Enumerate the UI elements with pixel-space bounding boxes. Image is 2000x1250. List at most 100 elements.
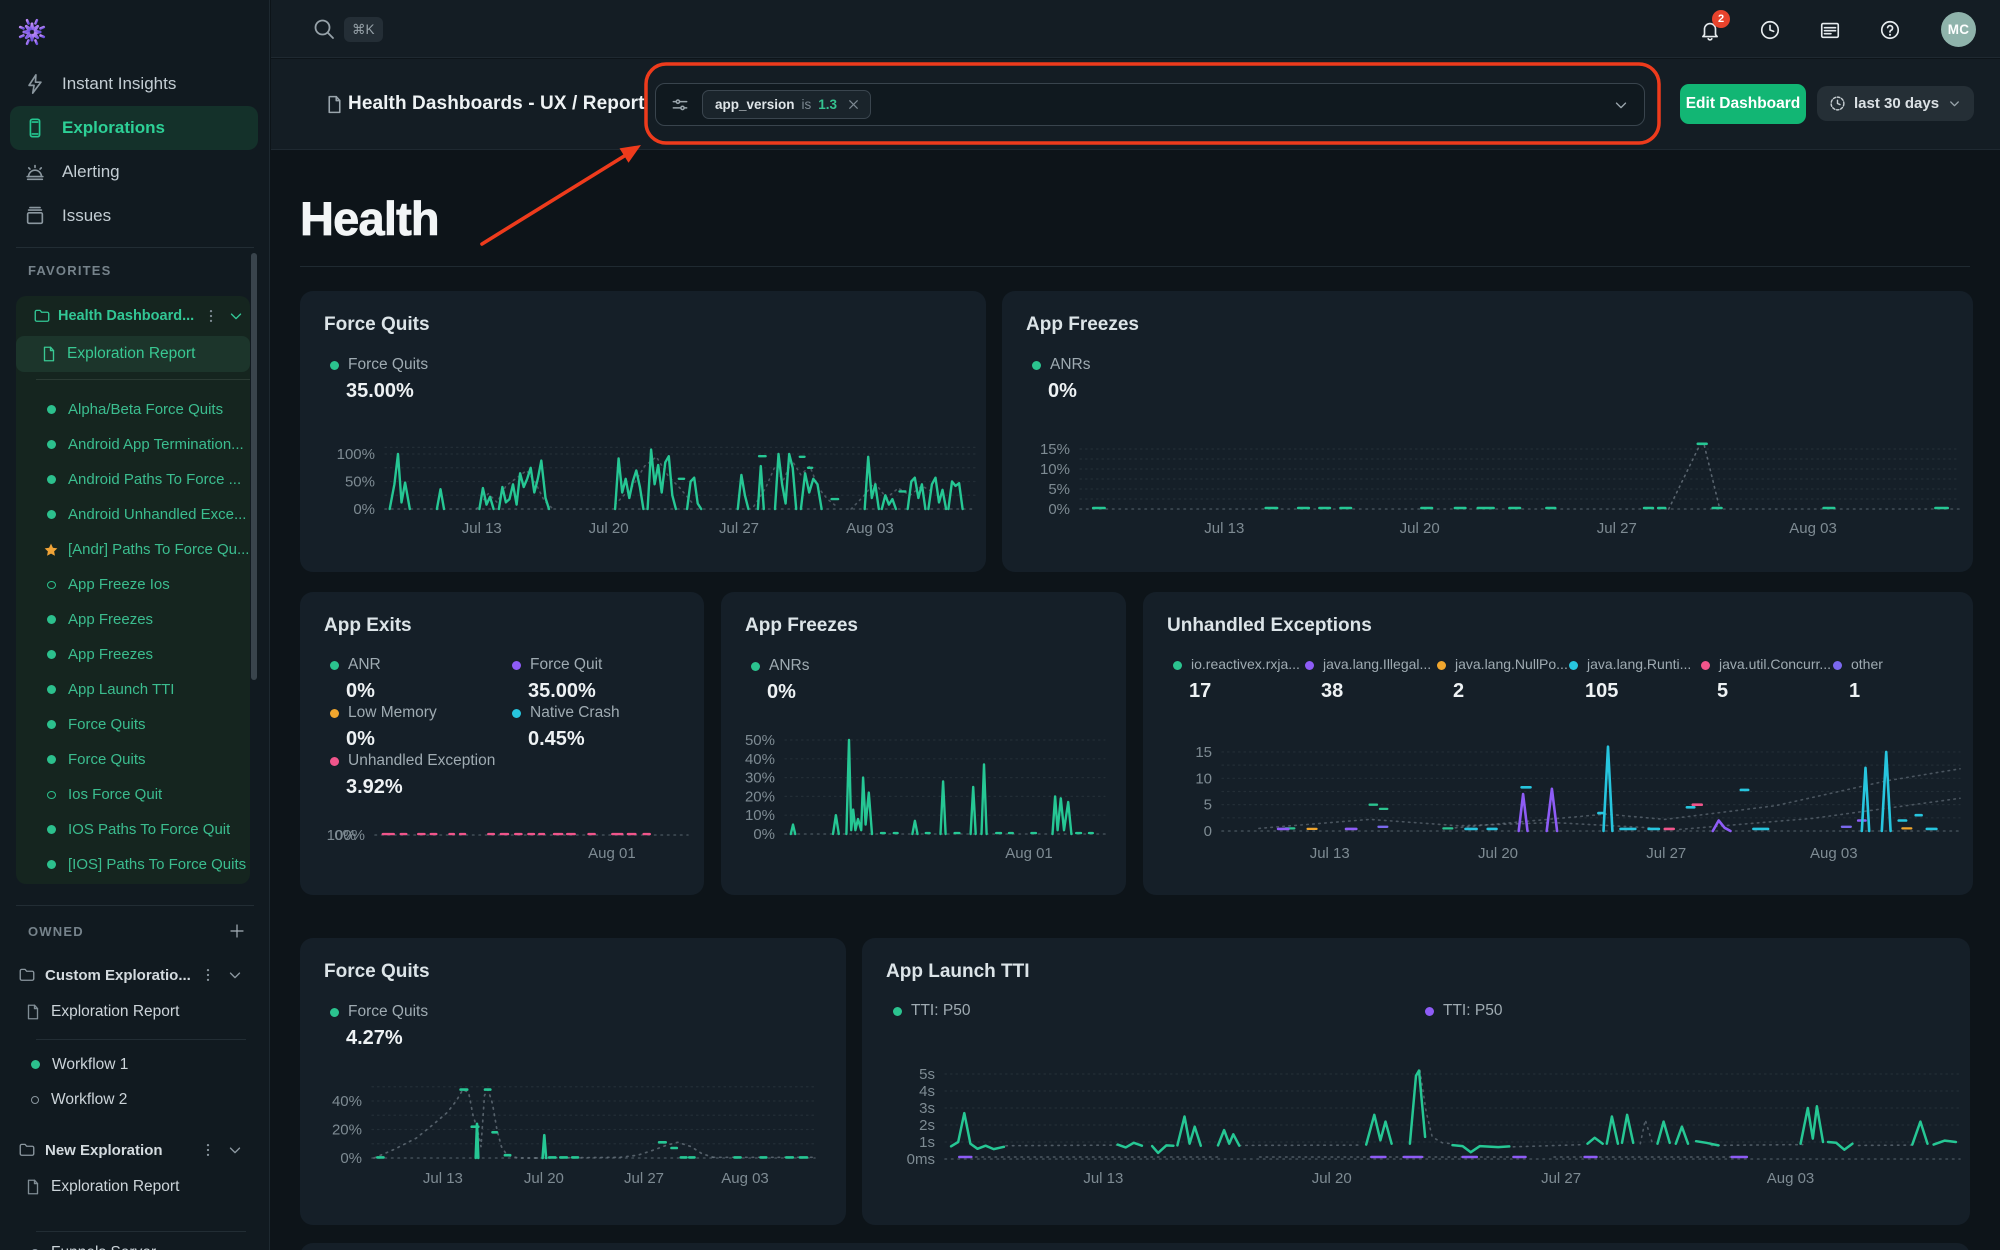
svg-text:10%: 10%: [745, 807, 775, 824]
card-app-exits[interactable]: App Exits ANR 0% Force Quit 35.00% Low Memory…: [300, 592, 704, 895]
svg-text:Jul 20: Jul 20: [589, 520, 629, 537]
ring-marker-icon: [47, 790, 56, 799]
add-folder-icon[interactable]: [228, 922, 246, 940]
svg-text:Jul 27: Jul 27: [1597, 520, 1637, 537]
dot-marker-icon: [47, 825, 56, 834]
legend-value: 35.00%: [528, 680, 596, 702]
favorites-item[interactable]: Ios Force Quit: [16, 777, 250, 812]
favorites-folder-row[interactable]: Health Dashboard...: [16, 298, 250, 334]
chart-fq2: 0% 20% 40% Jul 13 Jul 20 Jul 27 Aug 03: [332, 1086, 816, 1187]
legend-value: 1: [1849, 680, 1861, 702]
owned-exploration-report[interactable]: Exploration Report: [16, 1169, 250, 1205]
chart-unh: 0 5 10 15 Jul 13 Jul 20 Jul 27 Aug 03: [1195, 744, 1961, 862]
card-force-quits-2[interactable]: Force Quits Force Quits 4.27% 0% 20% 40% Jul 1…: [300, 938, 846, 1225]
legend-label: TTI: P50: [1443, 1002, 1503, 1019]
legend-dot-icon: [1701, 661, 1710, 670]
favorites-exploration-report[interactable]: Exploration Report: [16, 336, 250, 372]
legend-dot-icon: [1032, 361, 1041, 370]
legend-dot-icon: [330, 361, 339, 370]
report-file-icon: [324, 94, 345, 115]
favorites-item-label: Android Unhandled Exce...: [68, 506, 247, 523]
sidebar-item-explorations[interactable]: Explorations: [10, 106, 258, 150]
user-avatar[interactable]: MC: [1941, 12, 1976, 47]
svg-text:0%: 0%: [753, 826, 775, 843]
svg-text:Jul 20: Jul 20: [524, 1170, 564, 1187]
svg-text:5: 5: [1204, 797, 1212, 814]
favorites-item[interactable]: Android Paths To Force ...: [16, 462, 250, 497]
owned-item[interactable]: Workflow 2: [16, 1082, 250, 1117]
card-app-freezes-1[interactable]: App Freezes ANRs 0% 0% 5% 10% 15% Jul 13 Jul 20 J…: [1002, 291, 1973, 572]
chevron-down-icon[interactable]: [226, 966, 244, 984]
chevron-down-icon[interactable]: [226, 1141, 244, 1159]
legend-dot-icon: [1833, 661, 1842, 670]
search-shortcut-badge[interactable]: ⌘K: [344, 17, 383, 42]
filter-chip[interactable]: app_version is 1.3: [702, 90, 872, 119]
kebab-menu-icon[interactable]: [202, 307, 220, 325]
dot-marker-icon: [47, 650, 56, 659]
owned-item[interactable]: Workflow 1: [16, 1047, 250, 1082]
favorites-item-label: App Freezes: [68, 611, 154, 628]
favorites-item[interactable]: App Freezes: [16, 637, 250, 672]
favorites-item-label: App Freeze Ios: [68, 576, 170, 593]
card-title: Unhandled Exceptions: [1167, 615, 1372, 636]
favorites-item-label: [IOS] Paths To Force Quits: [68, 856, 247, 873]
ring-marker-icon: [31, 1095, 39, 1104]
kebab-menu-icon[interactable]: [199, 966, 217, 984]
svg-text:Aug 03: Aug 03: [1810, 845, 1858, 862]
legend-value: 35.00%: [346, 380, 414, 402]
filter-chevron-down-icon[interactable]: [1612, 96, 1630, 114]
card-app-freezes-2[interactable]: App Freezes ANRs 0% 0% 10% 20% 30% 40% 50% Aug 01: [721, 592, 1126, 895]
chevron-down-icon[interactable]: [227, 307, 245, 325]
owned-folder-row[interactable]: New Exploration: [16, 1131, 250, 1169]
dot-marker-icon: [47, 440, 56, 449]
legend-label: Native Crash: [530, 704, 620, 721]
sidebar-item-issues[interactable]: Issues: [10, 194, 258, 238]
favorites-item[interactable]: IOS Paths To Force Quit: [16, 812, 250, 847]
favorites-item[interactable]: Android App Termination...: [16, 427, 250, 462]
favorites-item[interactable]: Alpha/Beta Force Quits: [16, 392, 250, 427]
favorites-item[interactable]: App Freezes: [16, 602, 250, 637]
card-app-launch-tti[interactable]: App Launch TTI TTI: P50 TTI: P50 0ms 1s 2s 3s 4…: [862, 938, 1970, 1225]
sidebar-item-alerting[interactable]: Alerting: [10, 150, 258, 194]
svg-text:100%: 100%: [337, 446, 375, 463]
history-clock-icon[interactable]: [1759, 19, 1781, 41]
favorites-item[interactable]: App Launch TTI: [16, 672, 250, 707]
favorites-item[interactable]: Force Quits: [16, 742, 250, 777]
favorites-item[interactable]: [IOS] Paths To Force Quits: [16, 847, 250, 882]
card-unhandled-exceptions[interactable]: Unhandled Exceptions io.reactivex.rxja...…: [1143, 592, 1973, 895]
sidebar-divider: [16, 247, 254, 248]
owned-exploration-report[interactable]: Exploration Report: [16, 994, 250, 1030]
legend-dot-icon: [893, 1007, 902, 1016]
svg-text:50%: 50%: [745, 732, 775, 749]
favorites-item[interactable]: App Freeze Ios: [16, 567, 250, 602]
filter-field: app_version: [715, 97, 795, 112]
edit-dashboard-button[interactable]: Edit Dashboard: [1680, 84, 1806, 124]
changelog-icon[interactable]: [1819, 19, 1841, 41]
help-icon[interactable]: [1879, 19, 1901, 41]
legend-dot-icon: [1425, 1007, 1434, 1016]
svg-text:50%: 50%: [345, 474, 375, 491]
sidebar-item-instant-insights[interactable]: Instant Insights: [10, 62, 258, 106]
card-title: Force Quits: [324, 314, 430, 335]
owned-item-label: Workflow 1: [52, 1055, 129, 1073]
remove-filter-icon[interactable]: [847, 98, 860, 111]
legend-label: ANRs: [1050, 356, 1091, 373]
time-range-select[interactable]: last 30 days: [1817, 86, 1975, 121]
app-logo-icon[interactable]: [18, 18, 46, 46]
legend-value: 0.45%: [528, 728, 585, 750]
favorites-item[interactable]: Force Quits: [16, 707, 250, 742]
owned-folder-row[interactable]: Custom Exploratio...: [16, 956, 250, 994]
page-header: Health Dashboards - UX / Report app_vers…: [271, 59, 2000, 150]
sidebar-scrollbar[interactable]: [251, 253, 257, 680]
favorites-item[interactable]: [Andr] Paths To Force Qu...: [16, 532, 250, 567]
card-force-quits-1[interactable]: Force Quits Force Quits 35.00% 0% 50% 100% Jul…: [300, 291, 986, 572]
legend-label: Force Quits: [348, 1003, 429, 1020]
owned-item[interactable]: Funnels Server: [16, 1235, 250, 1250]
kebab-menu-icon[interactable]: [199, 1141, 217, 1159]
legend-label: ANR: [348, 656, 381, 673]
search-icon[interactable]: [312, 17, 336, 41]
filter-bar[interactable]: app_version is 1.3: [655, 83, 1645, 126]
filter-value: 1.3: [818, 97, 838, 112]
favorites-item[interactable]: Android Unhandled Exce...: [16, 497, 250, 532]
svg-text:Jul 20: Jul 20: [1478, 845, 1518, 862]
